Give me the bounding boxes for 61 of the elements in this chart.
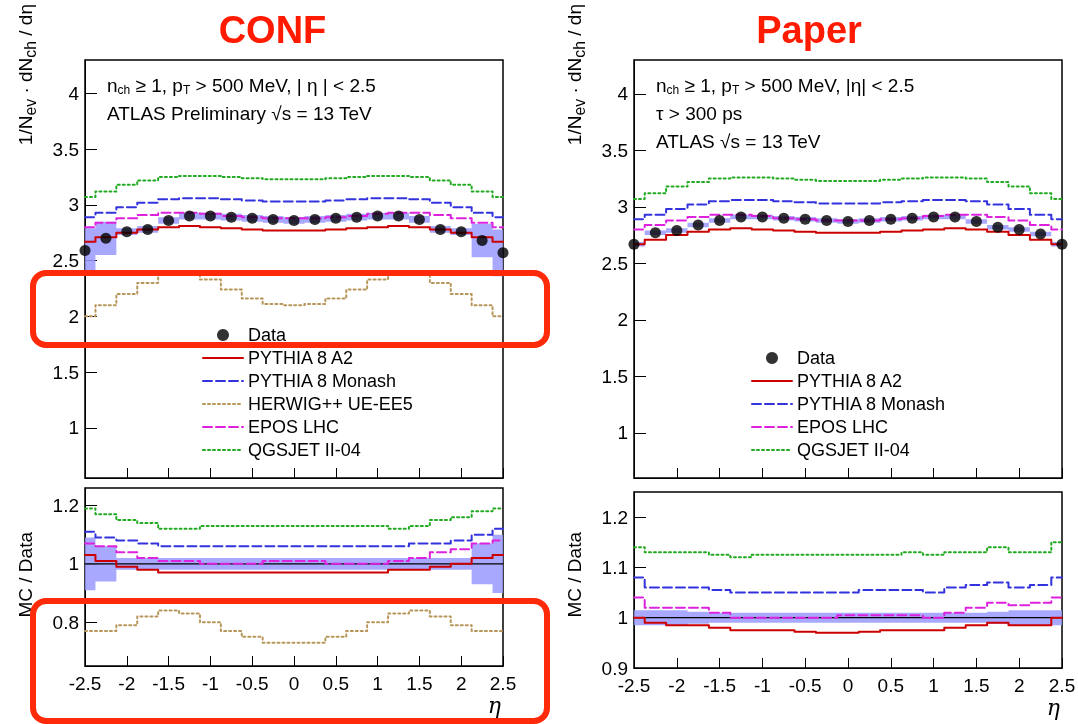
x-tick-label: -0.5 xyxy=(788,675,822,696)
y-tick-label: 2.5 xyxy=(601,252,628,274)
y-tick-label: 1.2 xyxy=(601,506,628,528)
legend-label: PYTHIA 8 A2 xyxy=(797,371,903,391)
x-tick-label: -1.5 xyxy=(152,673,185,694)
annotation: ATLAS Preliminary √s = 13 TeV xyxy=(107,103,373,124)
annotation: τ > 300 ps xyxy=(656,103,743,124)
y-tick-label: 0.8 xyxy=(52,611,79,633)
legend-label: PYTHIA 8 Monash xyxy=(797,394,946,414)
chart-title: Paper xyxy=(756,9,863,51)
y-tick-label: 3 xyxy=(617,196,628,218)
x-axis-title: η xyxy=(1046,694,1061,720)
legend-label: PYTHIA 8 A2 xyxy=(248,348,354,368)
x-tick-label: 2.5 xyxy=(489,673,517,694)
x-tick-label: -1 xyxy=(201,673,219,694)
x-tick-label: 0.5 xyxy=(877,675,905,696)
x-tick-label: 0.5 xyxy=(322,673,350,694)
chart-title: CONF xyxy=(218,9,327,51)
x-tick-label: 1 xyxy=(372,673,383,694)
y-tick-label: 3 xyxy=(68,194,79,216)
y-tick-label: 3.5 xyxy=(601,139,628,161)
legend-label: Data xyxy=(797,348,837,368)
x-tick-label: -2 xyxy=(668,675,686,696)
x-tick-label: 0 xyxy=(842,675,854,696)
y-tick-label: 1.2 xyxy=(52,495,79,517)
y-tick-label: 1 xyxy=(617,422,628,444)
y-tick-label: 2 xyxy=(617,309,628,331)
y-tick-label: 1.5 xyxy=(52,361,79,383)
legend-label: QGSJET II-04 xyxy=(797,440,910,460)
y-tick-label: 2 xyxy=(68,305,79,327)
x-axis-title: η xyxy=(487,692,502,718)
y-axis-title: MC / Data xyxy=(564,532,586,618)
annotation: ATLAS √s = 13 TeV xyxy=(656,131,821,152)
x-tick-label: -2.5 xyxy=(68,673,102,694)
legend-label: QGSJET II-04 xyxy=(248,440,361,460)
y-tick-label: 4 xyxy=(68,82,80,104)
legend-label: Data xyxy=(248,325,288,345)
y-tick-label: 1.5 xyxy=(601,365,628,387)
x-tick-label: -0.5 xyxy=(235,673,269,694)
x-tick-label: 1 xyxy=(928,675,939,696)
y-tick-label: 2.5 xyxy=(52,250,79,272)
y-tick-label: 1.1 xyxy=(601,556,628,578)
x-tick-label: 2 xyxy=(455,673,467,694)
x-tick-label: 2.5 xyxy=(1048,675,1076,696)
x-tick-label: 1.5 xyxy=(406,673,433,694)
legend-label: EPOS LHC xyxy=(797,417,889,437)
y-tick-label: 1 xyxy=(68,553,79,575)
y-tick-label: 3.5 xyxy=(52,138,79,160)
legend-label: EPOS LHC xyxy=(248,417,340,437)
x-tick-label: 2 xyxy=(1013,675,1025,696)
x-tick-label: 0 xyxy=(288,673,300,694)
x-tick-label: 1.5 xyxy=(963,675,990,696)
x-tick-label: -2 xyxy=(118,673,136,694)
x-tick-label: -1 xyxy=(753,675,771,696)
y-tick-label: 4 xyxy=(617,83,629,105)
y-axis-title: MC / Data xyxy=(15,532,37,618)
x-tick-label: -1.5 xyxy=(703,675,736,696)
legend-label: HERWIG++ UE-EE5 xyxy=(248,394,413,414)
y-tick-label: 1 xyxy=(68,417,79,439)
legend-label: PYTHIA 8 Monash xyxy=(248,371,397,391)
y-tick-label: 1 xyxy=(617,607,628,629)
